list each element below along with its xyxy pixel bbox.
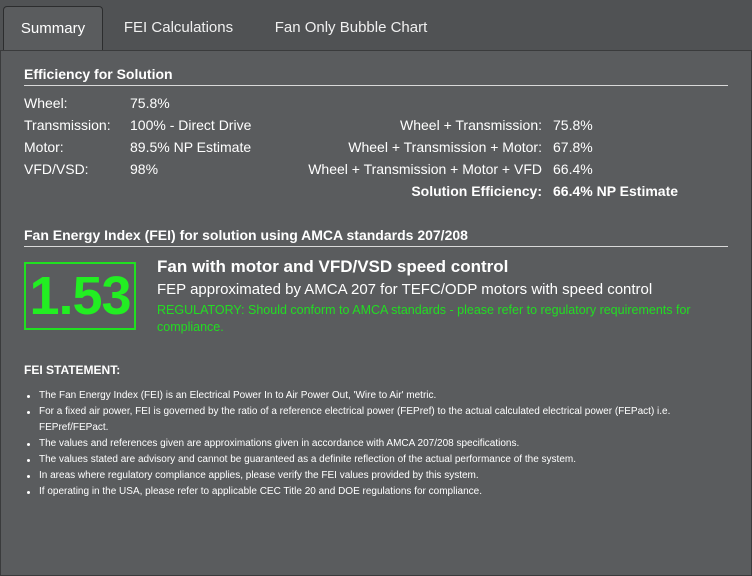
efficiency-title: Efficiency for Solution: [24, 66, 173, 82]
wheel-transmission-motor-vfd-label: Wheel + Transmission + Motor + VFD: [308, 161, 542, 177]
statement-text: The Fan Energy Index (FEI) is an Electri…: [39, 390, 437, 401]
vfd-value: 98%: [130, 161, 159, 177]
fei-heading: Fan with motor and VFD/VSD speed control: [157, 257, 509, 276]
tab-bar: Summary FEI Calculations Fan Only Bubble…: [0, 0, 752, 51]
transmission-value: 100% - Direct Drive: [130, 117, 252, 133]
fei-value: 1.53: [29, 266, 131, 326]
statement-text: If operating in the USA, please refer to…: [39, 486, 483, 497]
list-item: The values and references given are appr…: [24, 436, 739, 452]
efficiency-divider: [24, 85, 728, 86]
tab-summary[interactable]: Summary: [3, 6, 103, 51]
fei-title: Fan Energy Index (FEI) for solution usin…: [24, 227, 468, 243]
statement-text: In areas where regulatory compliance app…: [39, 470, 479, 481]
fei-statement-list: The Fan Energy Index (FEI) is an Electri…: [24, 388, 739, 500]
regulatory-notice: REGULATORY: Should conform to AMCA stand…: [157, 303, 691, 334]
list-item: In areas where regulatory compliance app…: [24, 468, 739, 484]
list-item: For a fixed air power, FEI is governed b…: [24, 404, 739, 436]
solution-efficiency-value: 66.4% NP Estimate: [553, 183, 679, 199]
statement-text: For a fixed air power, FEI is governed b…: [39, 406, 671, 433]
wheel-transmission-motor-label: Wheel + Transmission + Motor:: [348, 139, 542, 155]
wheel-transmission-label: Wheel + Transmission:: [400, 117, 542, 133]
list-item: The Fan Energy Index (FEI) is an Electri…: [24, 388, 739, 404]
solution-efficiency-label: Solution Efficiency:: [411, 183, 542, 199]
wheel-label: Wheel:: [24, 95, 68, 111]
statement-text: The values and references given are appr…: [39, 438, 520, 449]
fei-value-box: 1.53: [24, 262, 136, 330]
wheel-transmission-motor-value: 67.8%: [553, 139, 593, 155]
list-item: If operating in the USA, please refer to…: [24, 484, 739, 500]
motor-value: 89.5% NP Estimate: [130, 139, 252, 155]
statement-text: The values stated are advisory and canno…: [39, 454, 576, 465]
vfd-label: VFD/VSD:: [24, 161, 89, 177]
wheel-value: 75.8%: [130, 95, 170, 111]
wheel-transmission-value: 75.8%: [553, 117, 593, 133]
fei-statement-title: FEI STATEMENT:: [24, 363, 121, 377]
motor-label: Motor:: [24, 139, 64, 155]
fei-divider: [24, 246, 728, 247]
fep-description: FEP approximated by AMCA 207 for TEFC/OD…: [157, 281, 653, 298]
transmission-label: Transmission:: [24, 117, 111, 133]
tab-fan-only-bubble-chart[interactable]: Fan Only Bubble Chart: [274, 19, 428, 36]
tab-fei-calculations[interactable]: FEI Calculations: [123, 19, 234, 36]
wheel-transmission-motor-vfd-value: 66.4%: [553, 161, 593, 177]
list-item: The values stated are advisory and canno…: [24, 452, 739, 468]
